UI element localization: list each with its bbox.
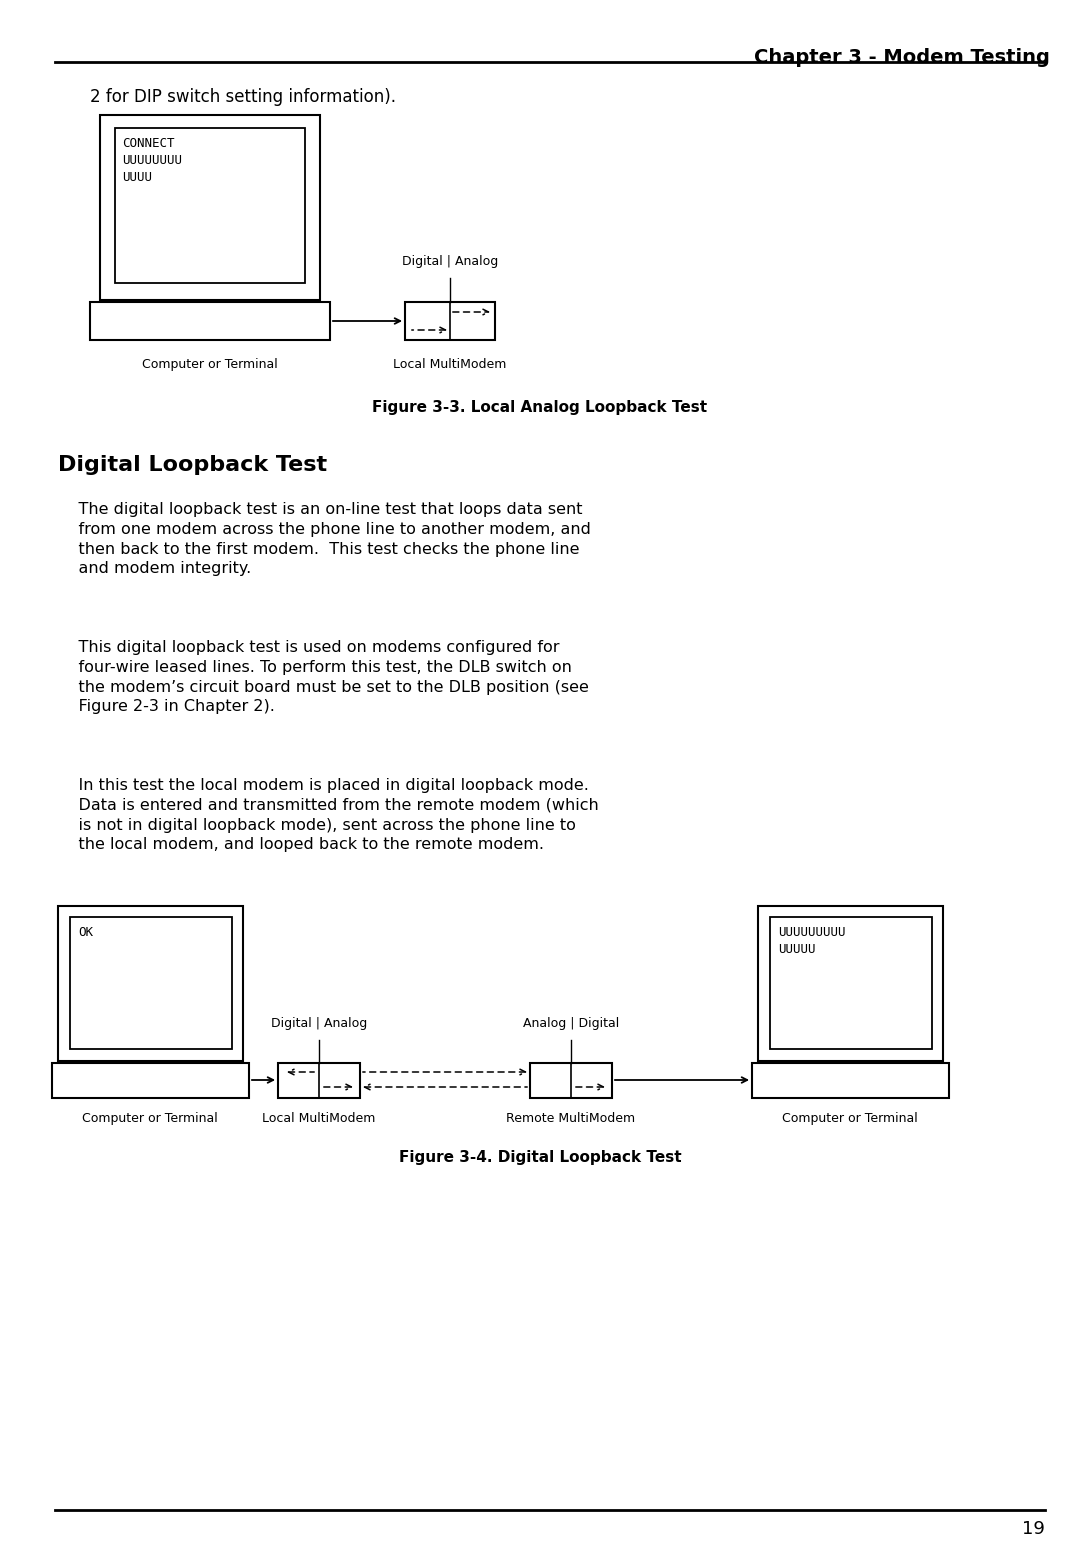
Text: Local MultiModem: Local MultiModem xyxy=(393,359,507,371)
Bar xyxy=(758,905,943,1061)
Bar xyxy=(278,1062,360,1098)
Text: 2 for DIP switch setting information).: 2 for DIP switch setting information). xyxy=(90,89,396,106)
Text: OK: OK xyxy=(78,926,93,940)
Bar xyxy=(52,1062,249,1098)
Text: The digital loopback test is an on-line test that loops data sent
    from one m: The digital loopback test is an on-line … xyxy=(58,502,591,576)
Text: Analog | Digital: Analog | Digital xyxy=(523,1017,619,1030)
Bar xyxy=(114,127,305,283)
Text: 19: 19 xyxy=(1022,1520,1045,1537)
Text: Local MultiModem: Local MultiModem xyxy=(262,1112,376,1124)
Bar xyxy=(70,916,232,1048)
Bar xyxy=(58,905,243,1061)
Text: CONNECT
UUUUUUUU
UUUU: CONNECT UUUUUUUU UUUU xyxy=(122,137,183,183)
Text: In this test the local modem is placed in digital loopback mode.
    Data is ent: In this test the local modem is placed i… xyxy=(58,778,598,853)
Bar xyxy=(752,1062,949,1098)
Bar xyxy=(530,1062,612,1098)
Text: Computer or Terminal: Computer or Terminal xyxy=(782,1112,918,1124)
Text: Remote MultiModem: Remote MultiModem xyxy=(507,1112,635,1124)
Text: Digital | Analog: Digital | Analog xyxy=(402,255,498,269)
Bar xyxy=(90,301,330,340)
Text: Chapter 3 - Modem Testing: Chapter 3 - Modem Testing xyxy=(754,48,1050,67)
Text: Computer or Terminal: Computer or Terminal xyxy=(82,1112,218,1124)
Text: UUUUUUUUU
UUUUU: UUUUUUUUU UUUUU xyxy=(778,926,846,957)
Text: This digital loopback test is used on modems configured for
    four-wire leased: This digital loopback test is used on mo… xyxy=(58,640,589,714)
Text: Digital Loopback Test: Digital Loopback Test xyxy=(58,455,327,475)
Text: Computer or Terminal: Computer or Terminal xyxy=(143,359,278,371)
Bar xyxy=(100,115,320,300)
Text: Digital | Analog: Digital | Analog xyxy=(271,1017,367,1030)
Bar xyxy=(770,916,932,1048)
Text: Figure 3-3. Local Analog Loopback Test: Figure 3-3. Local Analog Loopback Test xyxy=(373,401,707,415)
Text: Figure 3-4. Digital Loopback Test: Figure 3-4. Digital Loopback Test xyxy=(399,1151,681,1165)
Bar xyxy=(405,301,495,340)
